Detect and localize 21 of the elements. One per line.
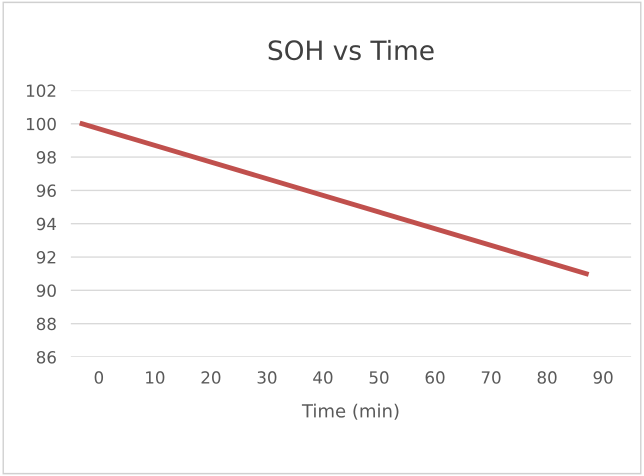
y-tick-label: 90	[36, 284, 56, 297]
x-tick-label: 70	[482, 371, 501, 384]
y-tick-label: 98	[36, 151, 56, 164]
y-tick-label: 102	[26, 84, 56, 98]
y-tick-label: 92	[36, 251, 56, 264]
y-tick-label: 94	[36, 218, 56, 230]
x-tick-label: 20	[202, 371, 220, 384]
chart-title: SOH vs Time	[268, 40, 434, 60]
y-tick-label: 88	[36, 318, 56, 330]
x-axis-title: Time (min)	[302, 404, 398, 420]
x-tick-label: 10	[146, 371, 164, 384]
x-tick-label: 80	[538, 371, 557, 384]
x-tick-label: 50	[370, 371, 388, 384]
x-tick-label: 40	[313, 371, 332, 384]
x-tick-label: 0	[94, 371, 104, 384]
y-tick-label: 100	[26, 118, 56, 130]
x-tick-label: 60	[426, 371, 445, 384]
y-tick-label: 96	[36, 184, 56, 197]
x-tick-label: 90	[594, 371, 613, 384]
x-tick-label: 30	[258, 371, 276, 384]
y-tick-label: 86	[36, 350, 56, 364]
